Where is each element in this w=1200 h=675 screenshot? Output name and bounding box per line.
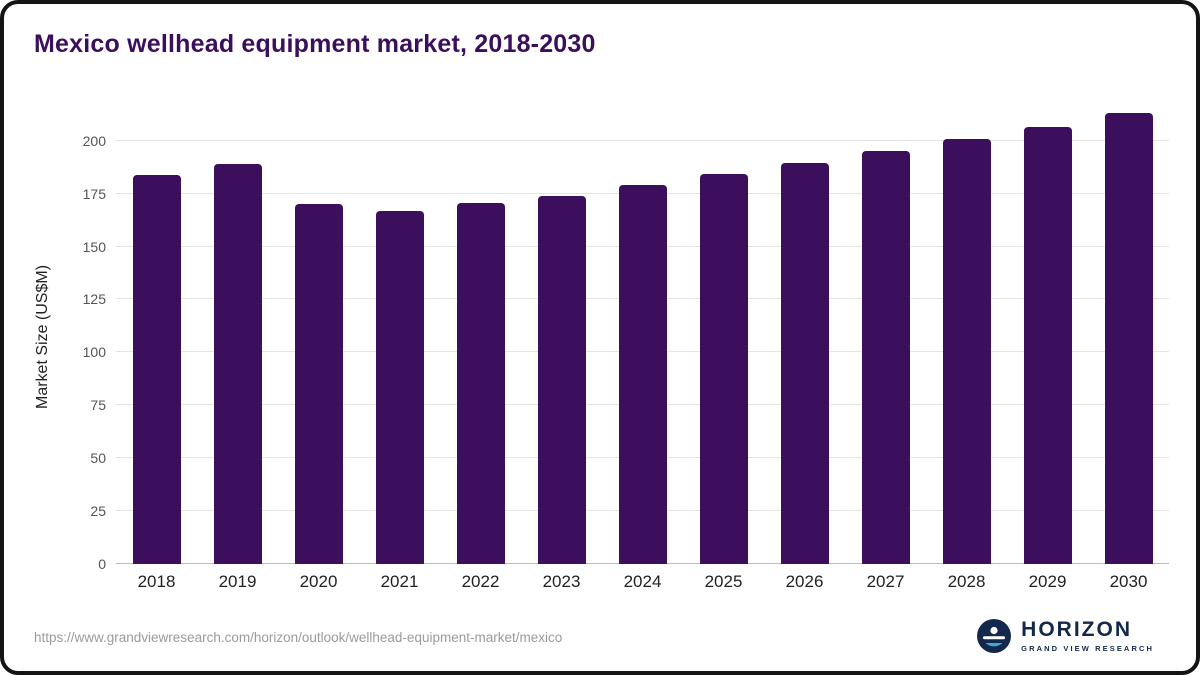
bar-2023 <box>537 195 586 564</box>
bar-slot-2028 <box>926 109 1007 564</box>
y-tick-label-25: 25 <box>90 503 106 520</box>
x-tick-label-2023: 2023 <box>542 572 581 591</box>
y-tick-label-0: 0 <box>98 556 106 572</box>
x-tick-label-2019: 2019 <box>218 572 257 591</box>
x-tick-label-2018: 2018 <box>137 572 176 591</box>
y-tick-label-175: 175 <box>82 185 106 202</box>
y-axis-title: Market Size (US$M) <box>34 264 51 409</box>
y-tick-label-125: 125 <box>82 291 106 308</box>
bar-slot-2021 <box>359 109 440 564</box>
bar-slot-2026 <box>764 109 845 564</box>
y-axis-tick-labels: 0 25 50 75 100 125 150 175 200 <box>62 109 106 572</box>
x-tick-label-2021: 2021 <box>380 572 419 591</box>
bar-2021 <box>375 210 424 564</box>
bar-2018 <box>132 174 181 564</box>
x-tick-label-2025: 2025 <box>704 572 743 591</box>
bar-2029 <box>1023 127 1072 564</box>
bar-2019 <box>213 164 262 564</box>
bar-2025 <box>699 173 748 564</box>
bar-2026 <box>780 162 829 564</box>
horizon-logo-subtitle: GRAND VIEW RESEARCH <box>1021 643 1154 653</box>
horizon-logo-text: HORIZON GRAND VIEW RESEARCH <box>1021 618 1154 653</box>
bar-2022 <box>456 203 505 564</box>
bar-2028 <box>942 138 991 564</box>
x-tick-label-2030: 2030 <box>1109 572 1148 591</box>
bar-slot-2022 <box>440 109 521 564</box>
x-tick-label-2028: 2028 <box>947 572 986 591</box>
bar-2030 <box>1104 113 1153 564</box>
bar-slot-2030 <box>1088 109 1169 564</box>
y-tick-label-75: 75 <box>90 397 106 414</box>
x-tick-label-2022: 2022 <box>461 572 500 591</box>
y-tick-label-200: 200 <box>82 132 106 149</box>
source-url: https://www.grandviewresearch.com/horizo… <box>34 630 563 645</box>
y-tick-label-150: 150 <box>82 238 106 255</box>
horizon-logo-name: HORIZON <box>1021 618 1132 642</box>
x-tick-label-2020: 2020 <box>299 572 338 591</box>
bar-slot-2020 <box>278 109 359 564</box>
x-tick-label-2029: 2029 <box>1028 572 1067 591</box>
bar-2027 <box>861 151 910 564</box>
chart-title: Mexico wellhead equipment market, 2018-2… <box>34 30 596 58</box>
bar-slot-2019 <box>197 109 278 564</box>
plot-area <box>116 109 1169 564</box>
y-tick-label-50: 50 <box>90 450 106 467</box>
bar-2020 <box>294 204 343 564</box>
bar-series <box>116 109 1169 564</box>
bar-slot-2025 <box>683 109 764 564</box>
gridline-200 <box>116 139 1169 141</box>
x-tick-label-2024: 2024 <box>623 572 662 591</box>
bar-slot-2029 <box>1007 109 1088 564</box>
bar-slot-2018 <box>116 109 197 564</box>
horizon-logo: HORIZON GRAND VIEW RESEARCH <box>977 619 1154 653</box>
bar-slot-2024 <box>602 109 683 564</box>
x-tick-label-2027: 2027 <box>866 572 905 591</box>
horizon-logo-icon <box>977 619 1012 653</box>
bar-2024 <box>618 185 667 564</box>
x-axis-tick-labels: 2018 2019 2020 2021 2022 2023 2024 2025 2026 2027… <box>116 572 1169 592</box>
bar-slot-2023 <box>521 109 602 564</box>
bar-slot-2027 <box>845 109 926 564</box>
x-tick-label-2026: 2026 <box>785 572 824 591</box>
y-tick-label-100: 100 <box>82 344 106 361</box>
